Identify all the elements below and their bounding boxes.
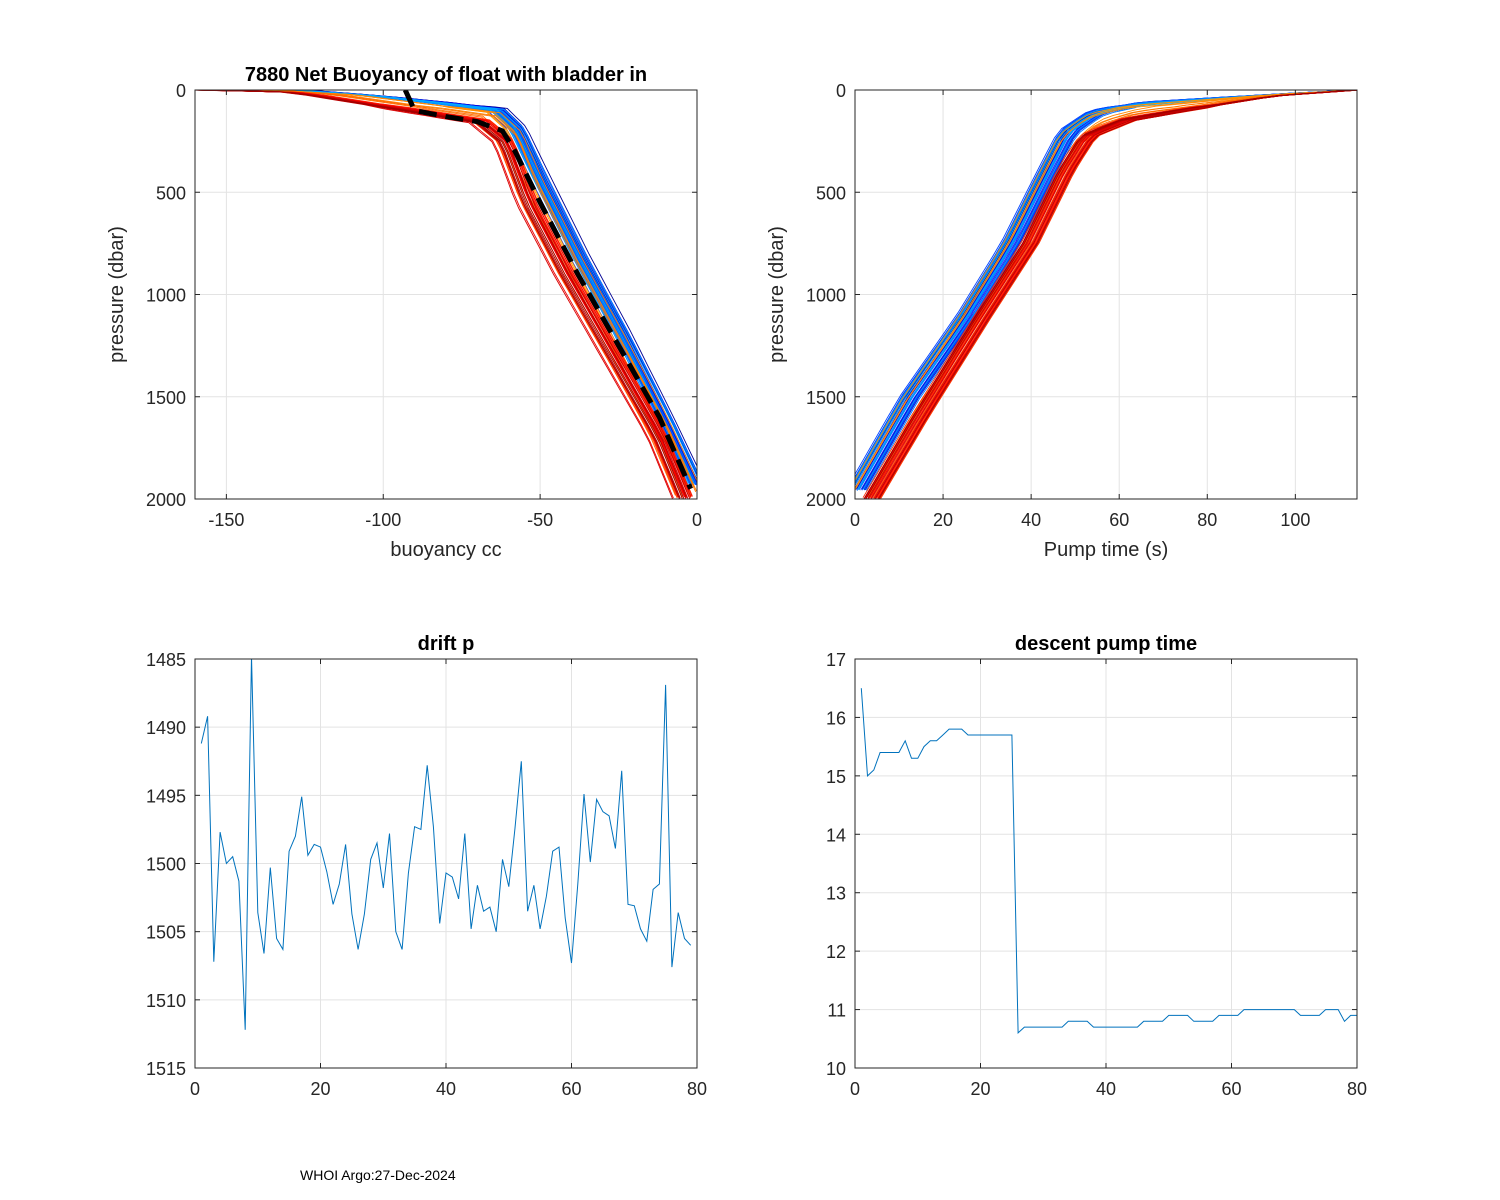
footer-label: WHOI Argo:27-Dec-2024 [300,1167,456,1183]
y-tick-label: 15 [826,767,846,787]
x-tick-label: 40 [1021,510,1041,530]
y-tick-label: 1505 [146,923,186,943]
x-tick-label: 0 [692,510,702,530]
y-tick-label: 1515 [146,1059,186,1079]
profile-line [878,90,1357,499]
chart-1: -150 -100 -50 0 0 500 1000 1500 2000 7880 Net Buo… [106,64,702,561]
x-tick-label: 40 [436,1079,456,1099]
chart-title: drift p [418,633,475,655]
y-tick-label: 1485 [146,650,186,670]
reference-dashed-line [402,90,693,490]
y-tick-label: 1495 [146,786,186,806]
x-tick-label: 20 [933,510,953,530]
y-tick-label: 1000 [806,286,846,306]
x-axis-label: Pump time (s) [1044,539,1168,561]
y-tick-label: 14 [826,825,846,845]
profile-line [855,90,1355,482]
y-tick-label: 0 [836,81,846,101]
series-line [860,688,1357,1035]
profile-line [855,90,1355,490]
profile-line [197,90,685,499]
y-axis-label: pressure (dbar) [766,226,788,363]
y-tick-label: 2000 [806,490,846,510]
y-tick-label: 500 [156,183,186,203]
x-tick-label: 60 [1221,1079,1241,1099]
y-tick-label: 13 [826,884,846,904]
y-tick-label: 0 [176,81,186,101]
x-tick-label: 20 [310,1079,330,1099]
y-tick-label: 11 [827,1001,846,1021]
y-tick-label: 1490 [146,718,186,738]
data-layer [195,90,697,499]
series-line [200,659,692,1030]
x-tick-label: 0 [190,1079,200,1099]
x-tick-label: -100 [365,510,401,530]
x-tick-label: 60 [561,1079,581,1099]
y-tick-label: 17 [826,650,846,670]
y-tick-label: 12 [826,942,846,962]
profile-line [287,90,697,478]
x-tick-label: 80 [1197,510,1217,530]
x-tick-label: 0 [850,510,860,530]
y-axis-label: pressure (dbar) [106,226,128,363]
y-tick-label: 16 [826,708,846,728]
data-layer [860,688,1357,1035]
data-layer [200,659,692,1030]
x-tick-label: -50 [527,510,553,530]
data-layer [855,90,1357,499]
x-tick-label: 20 [970,1079,990,1099]
profile-line [863,90,1355,499]
profile-line [251,90,697,492]
chart-title: 7880 Net Buoyancy of float with bladder … [245,64,647,86]
y-tick-label: 2000 [146,490,186,510]
x-tick-label: 40 [1096,1079,1116,1099]
x-tick-label: -150 [208,510,244,530]
y-tick-label: 1510 [146,991,186,1011]
x-tick-label: 80 [687,1079,707,1099]
y-tick-label: 10 [826,1059,846,1079]
chart-3: 0 20 40 60 80 1485 1490 1495 1500 1505 1510 1515 dri… [146,633,707,1099]
x-tick-label: 0 [850,1079,860,1099]
x-tick-label: 60 [1109,510,1129,530]
y-tick-label: 1500 [146,388,186,408]
chart-title: descent pump time [1015,633,1197,655]
x-tick-label: 100 [1280,510,1310,530]
chart-4: 0 20 40 60 80 10 11 12 13 14 15 16 17 descent pump ti… [826,633,1367,1099]
x-axis-label: buoyancy cc [390,539,501,561]
profile-line [273,90,697,483]
y-tick-label: 500 [816,183,846,203]
x-tick-label: 80 [1347,1079,1367,1099]
y-tick-label: 1500 [806,388,846,408]
y-tick-label: 1500 [146,855,186,875]
y-tick-label: 1000 [146,286,186,306]
